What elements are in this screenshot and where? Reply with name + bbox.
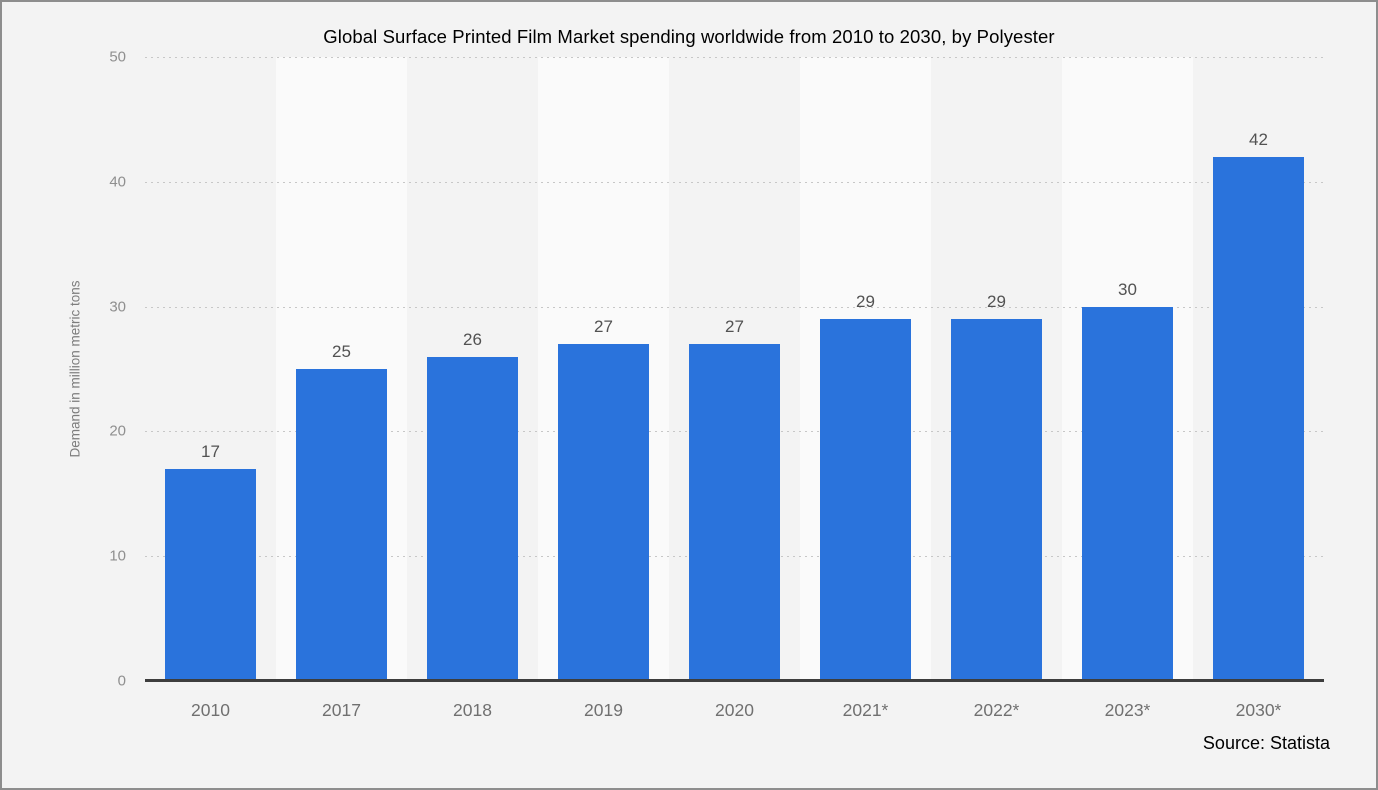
value-label-2022: 29: [987, 292, 1006, 312]
x-tick-label-2010: 2010: [191, 700, 230, 720]
y-axis-label: Demand in million metric tons: [67, 280, 83, 458]
y-tick-label-40: 40: [109, 173, 126, 191]
x-tick-label-2022: 2022*: [973, 700, 1020, 720]
y-tick-label-30: 30: [109, 298, 126, 316]
value-label-2010: 17: [201, 441, 220, 461]
bar-2021: [820, 319, 911, 681]
x-tick-label-2030: 2030*: [1235, 700, 1282, 720]
x-tick-label-2018: 2018: [453, 700, 492, 720]
y-tick-label-10: 10: [109, 547, 126, 565]
gridline-50: [145, 57, 1324, 59]
gridline-30: [145, 307, 1324, 309]
bar-2030: [1213, 156, 1304, 681]
chart-title: Global Surface Printed Film Market spend…: [323, 26, 1055, 47]
bar-2018: [427, 356, 518, 681]
value-label-2021: 29: [856, 292, 875, 312]
bar-2019: [558, 344, 649, 681]
x-tick-label-2021: 2021*: [842, 700, 889, 720]
bar-2020: [689, 344, 780, 681]
bar-2010: [165, 468, 256, 681]
bar-2017: [296, 369, 387, 681]
value-label-2019: 27: [594, 317, 613, 337]
value-label-2030: 42: [1249, 129, 1268, 149]
x-axis-line: [145, 679, 1324, 682]
x-tick-label-2017: 2017: [322, 700, 361, 720]
gridline-40: [145, 182, 1324, 184]
y-tick-label-20: 20: [109, 422, 126, 440]
y-tick-label-0: 0: [117, 672, 126, 690]
value-label-2018: 26: [463, 329, 482, 349]
bar-2023: [1082, 306, 1173, 681]
value-label-2017: 25: [332, 342, 351, 361]
x-tick-label-2019: 2019: [584, 700, 623, 720]
source-attribution: Source: Statista: [1202, 733, 1330, 753]
x-tick-label-2020: 2020: [715, 700, 754, 720]
value-label-2023: 30: [1118, 279, 1137, 299]
x-tick-label-2023: 2023*: [1104, 700, 1151, 720]
value-label-2020: 27: [725, 317, 744, 337]
y-tick-label-50: 50: [109, 48, 126, 66]
bar-2022: [951, 319, 1042, 681]
